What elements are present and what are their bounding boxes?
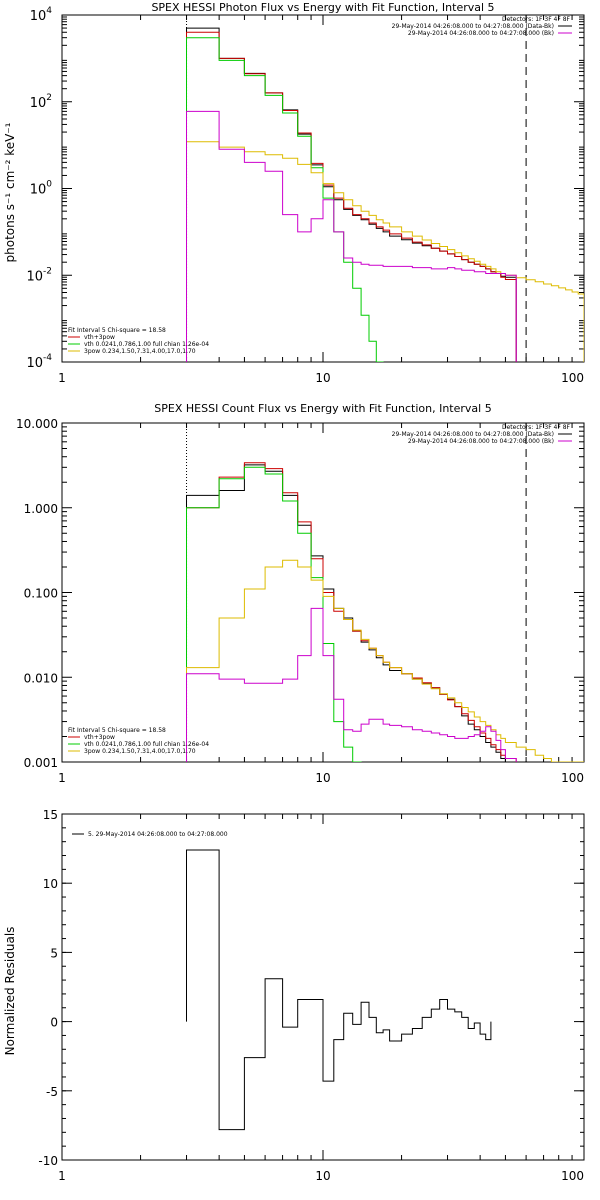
legend-left-entry: vth+3pow: [84, 734, 115, 741]
y-tick-label: 0: [50, 1016, 58, 1030]
y-tick-label: 104: [30, 6, 53, 24]
y-tick-label: -10: [38, 1154, 58, 1168]
legend-left-entry: vth 0.0241,0.786,1.00 full chian 1.26e-0…: [84, 341, 209, 348]
y-axis-label: Normalized Residuals: [3, 927, 17, 1056]
y-axis-label: photons s⁻¹ cm⁻² keV⁻¹: [3, 122, 17, 262]
x-tick-label: 100: [561, 371, 584, 385]
chart-3: Normalized Residuals 1 10 100 -10 -5 0 5 10 15 5. …: [3, 808, 585, 1183]
legend-left-entry: vth+3pow: [84, 334, 115, 341]
series-2-step-line: [186, 462, 517, 762]
series-group: [186, 849, 492, 1131]
y-tick-label: 0.001: [24, 756, 58, 770]
x-tick-label: 10: [315, 371, 330, 385]
x-tick-label: 1: [58, 371, 66, 385]
legend-right-entry: 29-May-2014 04:26:08.000 to 04:27:08.000…: [392, 23, 554, 30]
series-3-step-line: [186, 37, 384, 362]
series-4-step-line: [186, 141, 584, 362]
series-4-step-line: [186, 559, 584, 762]
legend-left-header: Fit Interval 5 Chi-square = 18.58: [68, 327, 166, 334]
series-5-step-line: [186, 110, 517, 362]
legend-left-entry: 3pow 0.234,1.50,7.31,4.00,17.0,1.70: [84, 348, 196, 355]
chart-2: SPEX HESSI Count Flux vs Energy with Fit…: [16, 402, 585, 785]
legend-right-header: Detectors: 1F 3F 4F 8F: [502, 424, 571, 431]
y-tick-label: 10: [43, 877, 58, 891]
series-2-step-line: [186, 31, 517, 362]
plot-frame: [61, 813, 585, 1161]
legend-left-entry: 3pow 0.234,1.50,7.31,4.00,17.0,1.70: [84, 748, 196, 755]
x-tick-label: 10: [315, 1169, 330, 1183]
x-tick-label: 1: [58, 1169, 66, 1183]
series-3-step-line: [186, 466, 362, 762]
series-group: [186, 27, 584, 362]
y-tick-label: 100: [30, 180, 53, 198]
y-tick-label: 10-2: [26, 266, 52, 284]
y-tick-label: 15: [43, 808, 58, 822]
chart-1: SPEX HESSI Photon Flux vs Energy with Fi…: [3, 1, 585, 385]
y-tick-label: 10.000: [16, 417, 58, 431]
y-tick-label: 0.010: [24, 671, 58, 685]
legend-right-entry: 29-May-2014 04:26:08.000 to 04:27:08.000…: [408, 438, 554, 445]
series-1-step-line: [186, 464, 517, 762]
x-tick-label: 10: [315, 771, 330, 785]
y-tick-label: -5: [46, 1085, 58, 1099]
y-tick-label: 5: [50, 946, 58, 960]
chart-title: SPEX HESSI Photon Flux vs Energy with Fi…: [151, 1, 494, 14]
series-5-step-line: [186, 607, 517, 762]
x-tick-label: 100: [561, 1169, 584, 1183]
y-tick-label: 10-4: [26, 353, 52, 371]
x-tick-label: 100: [561, 771, 584, 785]
series-group: [186, 462, 584, 762]
series-1-step-line: [186, 849, 492, 1131]
x-tick-label: 1: [58, 771, 66, 785]
legend-left-entry: vth 0.0241,0.786,1.00 full chian 1.26e-0…: [84, 741, 209, 748]
legend-right-header: Detectors: 1F 3F 4F 8F: [502, 16, 571, 23]
legend-right-entry: 29-May-2014 04:26:08.000 to 04:27:08.000…: [392, 431, 554, 438]
y-tick-label: 1.000: [24, 502, 58, 516]
y-tick-label: 0.100: [24, 587, 58, 601]
legend-top-entry: 5. 29-May-2014 04:26:08.000 to 04:27:08.…: [88, 831, 228, 838]
legend-right-entry: 29-May-2014 04:26:08.000 to 04:27:08.000…: [408, 30, 554, 37]
y-tick-label: 102: [30, 93, 52, 111]
chart-title: SPEX HESSI Count Flux vs Energy with Fit…: [154, 402, 491, 415]
legend-left-header: Fit Interval 5 Chi-square = 18.58: [68, 727, 166, 734]
series-1-step-line: [186, 27, 517, 362]
